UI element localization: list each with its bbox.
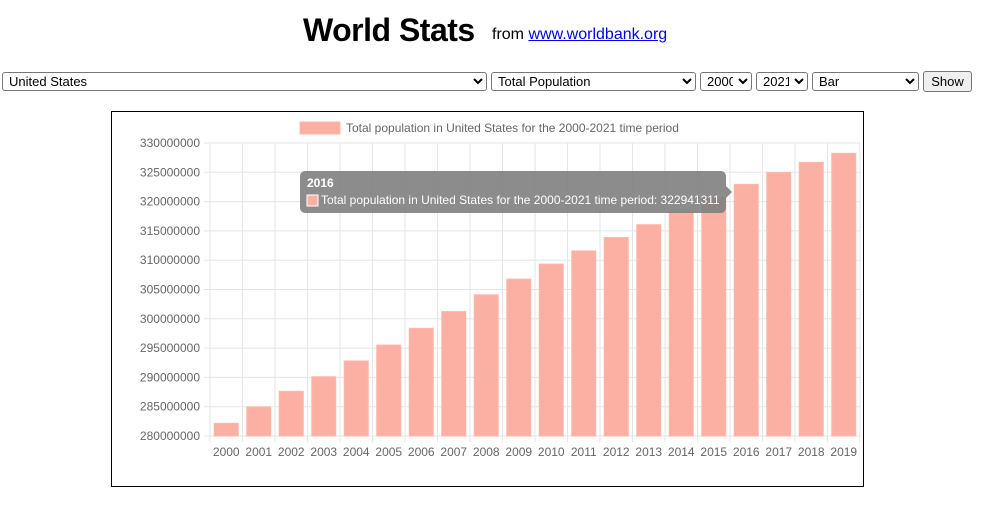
chart-type-select[interactable]: Bar [812,72,919,91]
x-tick-label: 2011 [571,445,597,459]
y-tick-label: 295000000 [140,341,200,355]
x-tick-label: 2019 [830,445,857,459]
header: World Stats from www.worldbank.org [0,0,989,60]
bar [408,327,434,437]
x-tick-label: 2012 [603,445,630,459]
page-title: World Stats [303,12,475,48]
bar [343,360,369,437]
x-tick-label: 2010 [538,445,565,459]
bar [376,344,402,437]
x-tick-label: 2000 [213,445,240,459]
indicator-select[interactable]: Total Population [491,72,696,91]
x-tick-label: 2001 [245,445,272,459]
tooltip: 2016 Total population in United States fo… [300,171,732,213]
legend-label: Total population in United States for th… [346,121,679,135]
tooltip-title: 2016 [307,176,334,190]
show-button[interactable]: Show [923,71,972,92]
bar [603,236,629,437]
bar [506,278,532,437]
bar [701,196,727,437]
x-tick-label: 2016 [733,445,760,459]
bar [668,210,694,437]
bar [213,422,239,437]
x-tick-label: 2018 [798,445,825,459]
worldbank-link[interactable]: www.worldbank.org [528,26,668,43]
start-year-select[interactable]: 2000 [700,72,752,91]
x-tick-label: 2009 [505,445,532,459]
bar-chart: 280000000 285000000 290000000 295000000 3000… [140,121,861,459]
y-tick-label: 325000000 [140,165,200,179]
x-tick-label: 2007 [440,445,467,459]
y-tick-label: 310000000 [140,253,200,267]
bar [571,250,597,437]
bar [441,311,467,437]
x-tick-label: 2006 [408,445,435,459]
x-tick-label: 2008 [473,445,500,459]
bar [538,263,564,437]
x-tick-label: 2005 [375,445,402,459]
x-tick-label: 2015 [700,445,727,459]
controls-bar: United States Total Population 2000 2021… [0,70,989,94]
tooltip-box [300,171,726,213]
y-tick-label: 300000000 [140,312,200,326]
y-tick-label: 285000000 [140,400,200,414]
bar [246,406,272,437]
y-tick-label: 330000000 [140,136,200,150]
country-select[interactable]: United States [2,72,487,91]
bar [798,161,824,437]
bar [733,183,759,437]
tooltip-caret [726,186,732,198]
y-tick-label: 305000000 [140,283,200,297]
tooltip-swatch [306,194,319,207]
y-tick-label: 280000000 [140,429,200,443]
x-tick-label: 2002 [278,445,305,459]
end-year-select[interactable]: 2021 [756,72,808,91]
x-tick-label: 2013 [635,445,662,459]
bar [766,171,792,437]
chart-container: 280000000 285000000 290000000 295000000 3000… [111,111,864,487]
x-tick-label: 2003 [310,445,337,459]
tooltip-body: Total population in United States for th… [321,193,720,207]
bar [311,376,337,437]
bar [831,152,857,437]
y-tick-label: 315000000 [140,224,200,238]
y-tick-label: 320000000 [140,195,200,209]
from-label: from [492,26,524,43]
x-tick-label: 2017 [765,445,792,459]
y-tick-label: 290000000 [140,370,200,384]
bar [278,390,304,437]
x-tick-label: 2014 [668,445,695,459]
legend-swatch [299,121,341,135]
bar [636,224,662,437]
x-tick-label: 2004 [343,445,370,459]
bar [473,294,499,437]
source-line: from www.worldbank.org [492,26,667,44]
